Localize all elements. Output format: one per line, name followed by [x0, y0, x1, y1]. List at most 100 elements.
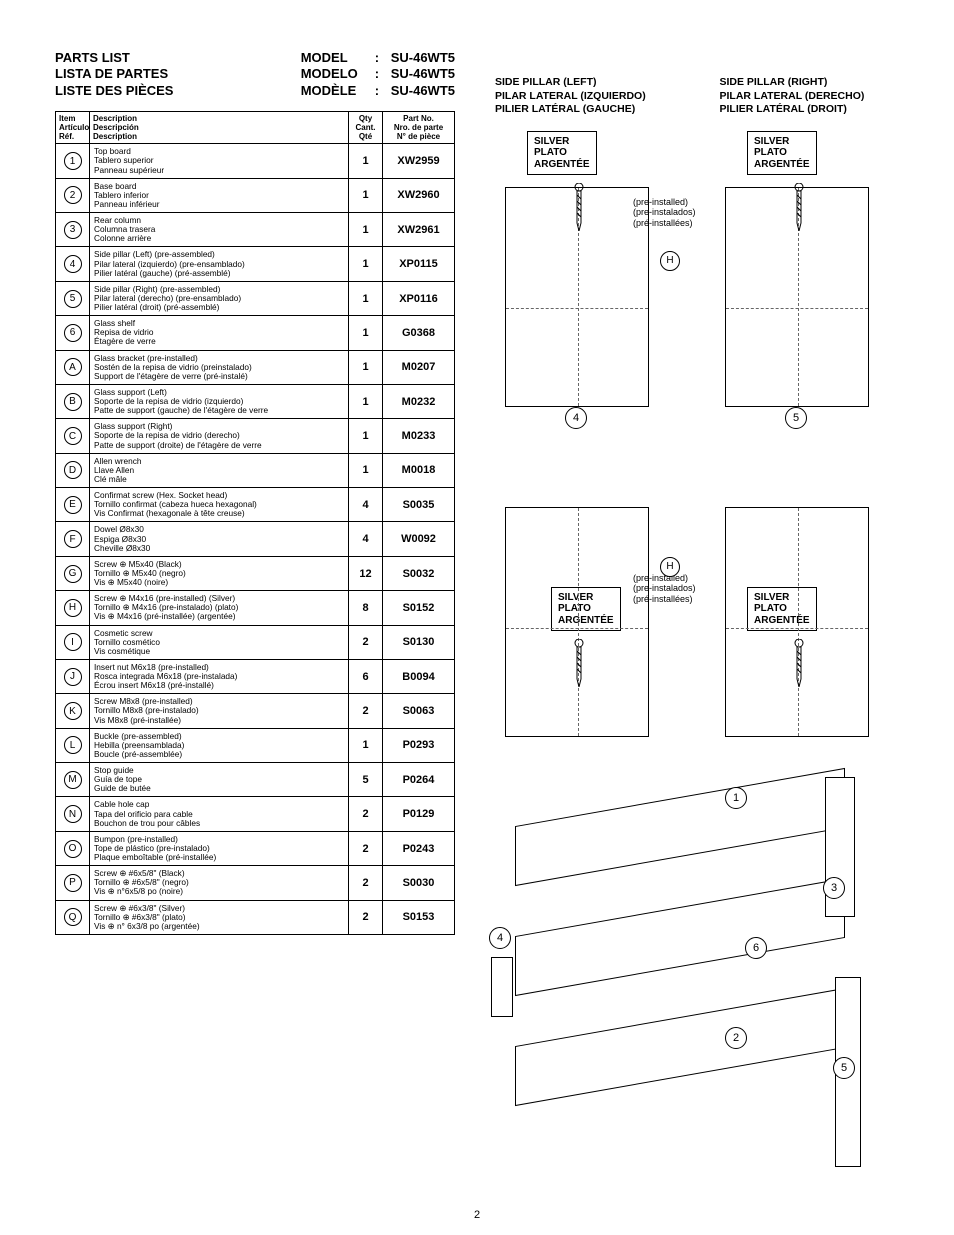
qty-cell: 1: [349, 281, 383, 315]
item-badge: 4: [64, 255, 82, 273]
table-row: 1Top boardTablero superiorPanneau supéri…: [56, 144, 455, 178]
desc-line: Vis Confirmat (hexagonale à tête creuse): [94, 509, 344, 518]
part-cell: S0152: [383, 591, 455, 625]
pillar-left-header: SIDE PILLAR (LEFT) PILAR LATERAL (IZQUIE…: [495, 76, 690, 117]
desc-line: Patte de support (gauche) de l'étagère d…: [94, 406, 344, 415]
silver-label: SILVERPLATOARGENTÉE: [527, 131, 597, 176]
desc-cell: Bumpon (pre-installed)Tope de plástico (…: [90, 831, 349, 865]
table-row: GScrew ⊕ M5x40 (Black)Tornillo ⊕ M5x40 (…: [56, 556, 455, 590]
qty-cell: 8: [349, 591, 383, 625]
item-badge: P: [64, 874, 82, 892]
item-cell: F: [56, 522, 90, 556]
desc-line: Colonne arrière: [94, 234, 344, 243]
model-label-es: MODELO: [301, 66, 375, 82]
desc-cell: Screw M8x8 (pre-installed)Tornillo M8x8 …: [90, 694, 349, 728]
qty-cell: 2: [349, 694, 383, 728]
table-row: HScrew ⊕ M4x16 (pre-installed) (Silver)T…: [56, 591, 455, 625]
table-row: FDowel Ø8x30Espiga Ø8x30Cheville Ø8x304W…: [56, 522, 455, 556]
desc-cell: Screw ⊕ M4x16 (pre-installed) (Silver)To…: [90, 591, 349, 625]
callout-2: 2: [725, 1027, 747, 1049]
table-row: BGlass support (Left)Soporte de la repis…: [56, 384, 455, 418]
desc-line: Guide de butée: [94, 784, 344, 793]
item-badge: Q: [64, 908, 82, 926]
desc-line: Bouchon de trou pour câbles: [94, 819, 344, 828]
item-cell: D: [56, 453, 90, 487]
qty-cell: 1: [349, 247, 383, 281]
part-cell: M0207: [383, 350, 455, 384]
table-row: AGlass bracket (pre-installed)Sostén de …: [56, 350, 455, 384]
qty-cell: 2: [349, 831, 383, 865]
item-badge: L: [64, 736, 82, 754]
item-cell: Q: [56, 900, 90, 934]
item-cell: 5: [56, 281, 90, 315]
th-desc: Description Descripción Description: [90, 111, 349, 144]
item-cell: 2: [56, 178, 90, 212]
item-badge: N: [64, 805, 82, 823]
table-row: 6Glass shelfRepisa de vidrioÉtagère de v…: [56, 316, 455, 350]
item-badge: 6: [64, 324, 82, 342]
callout-5: 5: [785, 407, 807, 429]
th-qty: Qty Cant. Qté: [349, 111, 383, 144]
desc-line: Panneau supérieur: [94, 166, 344, 175]
item-cell: O: [56, 831, 90, 865]
desc-line: Clé mâle: [94, 475, 344, 484]
qty-cell: 2: [349, 866, 383, 900]
qty-cell: 2: [349, 797, 383, 831]
item-cell: B: [56, 384, 90, 418]
desc-cell: Dowel Ø8x30Espiga Ø8x30Cheville Ø8x30: [90, 522, 349, 556]
part-cell: S0030: [383, 866, 455, 900]
item-badge: 3: [64, 221, 82, 239]
part-cell: S0035: [383, 488, 455, 522]
item-badge: 2: [64, 186, 82, 204]
qty-cell: 1: [349, 350, 383, 384]
callout-h: H: [660, 251, 680, 271]
desc-cell: Buckle (pre-assembled)Hebilla (preensamb…: [90, 728, 349, 762]
desc-cell: Screw ⊕ #6x3/8" (Silver)Tornillo ⊕ #6x3/…: [90, 900, 349, 934]
callout-4: 4: [489, 927, 511, 949]
title-fr: LISTE DES PIÈCES: [55, 83, 173, 99]
qty-cell: 12: [349, 556, 383, 590]
part-cell: S0130: [383, 625, 455, 659]
silver-label: SILVERPLATOARGENTÉE: [747, 131, 817, 176]
callout-4: 4: [565, 407, 587, 429]
qty-cell: 1: [349, 384, 383, 418]
screw-icon: [793, 183, 805, 231]
item-badge: 5: [64, 290, 82, 308]
desc-line: Vis ⊕ n° 6x3/8 po (argentée): [94, 922, 344, 931]
title-stack: PARTS LIST LISTA DE PARTES LISTE DES PIÈ…: [55, 50, 173, 99]
screw-icon: [573, 639, 585, 687]
table-row: KScrew M8x8 (pre-installed)Tornillo M8x8…: [56, 694, 455, 728]
table-row: 5Side pillar (Right) (pre-assembled)Pila…: [56, 281, 455, 315]
qty-cell: 5: [349, 763, 383, 797]
desc-line: Vis ⊕ M4x16 (pré-installée) (argentée): [94, 612, 344, 621]
desc-line: Pilier latéral (gauche) (pré-assemblé): [94, 269, 344, 278]
model-value: SU-46WT5: [391, 66, 455, 82]
table-row: 3Rear columnColumna traseraColonne arriè…: [56, 213, 455, 247]
callout-1: 1: [725, 787, 747, 809]
item-badge: F: [64, 530, 82, 548]
table-row: CGlass support (Right)Soporte de la repi…: [56, 419, 455, 453]
item-cell: J: [56, 659, 90, 693]
item-cell: 1: [56, 144, 90, 178]
table-row: P Screw ⊕ #6x5/8" (Black)Tornillo ⊕ #6x5/…: [56, 866, 455, 900]
qty-cell: 4: [349, 488, 383, 522]
desc-cell: Glass support (Left)Soporte de la repisa…: [90, 384, 349, 418]
qty-cell: 1: [349, 178, 383, 212]
desc-line: Vis ⊕ M5x40 (noire): [94, 578, 344, 587]
part-cell: G0368: [383, 316, 455, 350]
table-row: 4Side pillar (Left) (pre-assembled)Pilar…: [56, 247, 455, 281]
item-cell: C: [56, 419, 90, 453]
desc-line: Patte de support (droite) de l'étagère d…: [94, 441, 344, 450]
item-cell: P: [56, 866, 90, 900]
part-cell: P0264: [383, 763, 455, 797]
item-badge: I: [64, 633, 82, 651]
desc-line: Panneau inférieur: [94, 200, 344, 209]
desc-cell: Screw ⊕ #6x5/8" (Black)Tornillo ⊕ #6x5/8…: [90, 866, 349, 900]
part-cell: P0243: [383, 831, 455, 865]
table-row: MStop guideGuía de topeGuide de butée5P0…: [56, 763, 455, 797]
desc-line: Support de l'étagère de verre (pré-insta…: [94, 372, 344, 381]
desc-cell: Cosmetic screwTornillo cosméticoVis cosm…: [90, 625, 349, 659]
table-row: L Buckle (pre-assembled)Hebilla (preensam…: [56, 728, 455, 762]
item-badge: M: [64, 771, 82, 789]
item-cell: M: [56, 763, 90, 797]
